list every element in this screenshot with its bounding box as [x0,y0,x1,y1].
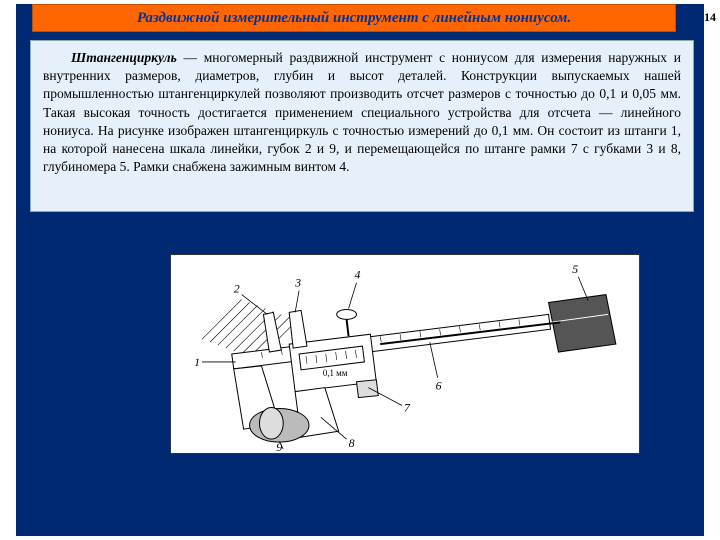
caliper-figure: 1 2 3 4 5 6 7 8 9 0,1 мм [170,254,640,454]
callout-6: 6 [436,379,442,393]
caliper-svg: 1 2 3 4 5 6 7 8 9 0,1 мм [171,255,639,453]
page-number: 14 [704,10,716,25]
description-box: Штангенциркуль — многомерный раздвижной … [30,40,694,212]
title-bar: Раздвижной измерительный инструмент с ли… [32,4,676,32]
callout-4: 4 [355,268,361,282]
callout-9: 9 [276,440,282,453]
body-text: — многомерный раздвижной инструмент с но… [43,50,681,174]
callout-2: 2 [234,282,240,296]
callout-3: 3 [294,276,301,290]
term: Штангенциркуль [71,50,177,65]
callout-7: 7 [404,400,411,414]
callout-1: 1 [194,355,200,369]
callout-5: 5 [572,262,578,276]
callout-8: 8 [349,436,355,450]
description-paragraph: Штангенциркуль — многомерный раздвижной … [43,49,681,177]
slide-title: Раздвижной измерительный инструмент с ли… [137,10,571,27]
scale-label: 0,1 мм [323,368,348,378]
